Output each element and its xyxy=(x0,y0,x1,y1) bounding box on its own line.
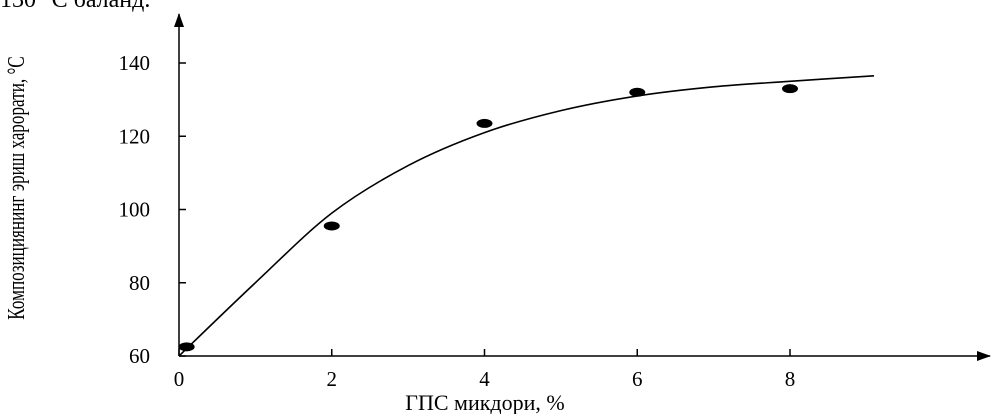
data-point xyxy=(782,84,798,94)
header-text-fragment: 130 °С баланд. xyxy=(0,0,151,13)
x-tick-label: 4 xyxy=(479,367,490,391)
trend-curve-layer xyxy=(178,75,875,357)
x-axis-title: ГПС микдори, % xyxy=(405,390,564,414)
x-tick-label: 8 xyxy=(785,367,796,391)
data-point xyxy=(178,342,195,352)
y-tick-label: 140 xyxy=(119,51,151,75)
x-tick-label: 6 xyxy=(632,367,643,391)
axes xyxy=(174,13,991,361)
data-point xyxy=(476,118,493,128)
ticks: 0 2 4 6 8 60 80 100 120 140 xyxy=(119,51,796,391)
x-tick-label: 2 xyxy=(327,367,338,391)
data-point xyxy=(323,221,340,231)
x-tick-label: 0 xyxy=(174,367,185,391)
y-tick-label: 60 xyxy=(129,344,150,368)
data-point xyxy=(629,87,646,97)
trend-curve xyxy=(178,75,875,357)
data-points-layer xyxy=(178,84,798,352)
y-axis-title: Композициянинг эриш харорати, °С xyxy=(2,56,30,319)
y-tick-label: 100 xyxy=(119,198,151,222)
y-tick-label: 80 xyxy=(129,271,150,295)
y-tick-label: 120 xyxy=(119,124,151,148)
